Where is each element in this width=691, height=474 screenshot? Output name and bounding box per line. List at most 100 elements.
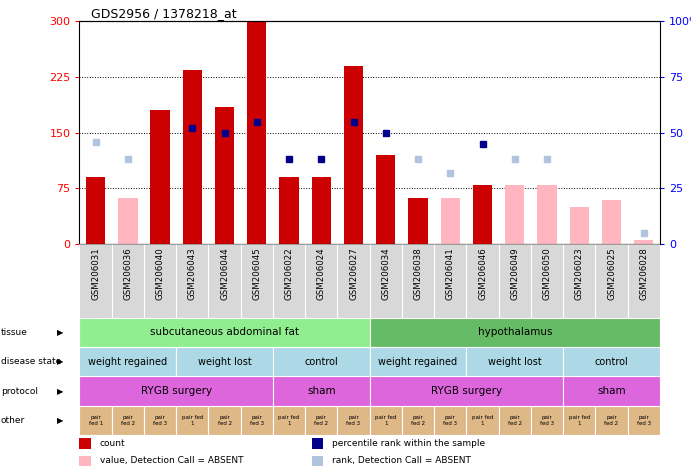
Text: pair
fed 3: pair fed 3 [443,415,457,426]
Text: pair
fed 1: pair fed 1 [88,415,103,426]
Bar [79,456,91,466]
Bar [209,406,240,435]
Bar [473,185,492,244]
Text: pair
fed 2: pair fed 2 [121,415,135,426]
Text: pair fed
1: pair fed 1 [375,415,397,426]
Bar [305,406,337,435]
Text: rank, Detection Call = ABSENT: rank, Detection Call = ABSENT [332,456,471,465]
Bar [563,347,660,376]
Bar [634,240,654,244]
Text: GSM206046: GSM206046 [478,247,487,300]
Text: pair fed
1: pair fed 1 [278,415,300,426]
Bar [596,406,627,435]
Text: pair fed
1: pair fed 1 [182,415,203,426]
Bar [408,198,428,244]
Text: pair
fed 2: pair fed 2 [605,415,618,426]
Bar [176,406,209,435]
Text: ▶: ▶ [57,328,64,337]
Text: pair
fed 2: pair fed 2 [508,415,522,426]
Text: GSM206044: GSM206044 [220,247,229,300]
Bar [273,347,370,376]
Text: GSM206040: GSM206040 [155,247,164,300]
Bar [370,376,563,406]
Text: GSM206045: GSM206045 [252,247,261,300]
Bar [337,406,370,435]
Text: weight regained: weight regained [379,356,457,367]
Bar [370,318,660,347]
Bar [434,406,466,435]
Text: percentile rank within the sample: percentile rank within the sample [332,439,485,447]
Bar [112,406,144,435]
Bar [312,177,331,244]
Text: ▶: ▶ [57,416,64,425]
Text: GSM206050: GSM206050 [542,247,551,300]
Text: GSM206028: GSM206028 [639,247,648,300]
Bar [151,110,170,244]
Bar [563,376,660,406]
Text: GSM206031: GSM206031 [91,247,100,300]
Bar [247,21,267,244]
Text: pair fed
1: pair fed 1 [569,415,590,426]
Text: control: control [595,356,628,367]
Text: weight lost: weight lost [488,356,542,367]
Text: RYGB surgery: RYGB surgery [141,386,211,396]
Bar [118,198,138,244]
Text: hypothalamus: hypothalamus [477,327,552,337]
Text: pair
fed 3: pair fed 3 [249,415,264,426]
Text: tissue: tissue [1,328,28,337]
Bar [569,207,589,244]
Bar [441,198,460,244]
Bar [312,456,323,466]
Text: GSM206049: GSM206049 [510,247,520,300]
Text: pair
fed 3: pair fed 3 [636,415,651,426]
Bar [538,185,557,244]
Bar [370,347,466,376]
Text: GSM206024: GSM206024 [316,247,326,300]
Bar [176,347,273,376]
Bar [215,107,234,244]
Text: sham: sham [307,386,336,396]
Text: pair
fed 3: pair fed 3 [346,415,361,426]
Text: count: count [100,439,125,447]
Bar [499,406,531,435]
Text: GSM206041: GSM206041 [446,247,455,300]
Text: GDS2956 / 1378218_at: GDS2956 / 1378218_at [91,7,237,20]
Bar [602,200,621,244]
Text: GSM206038: GSM206038 [413,247,423,300]
Bar [466,347,563,376]
Text: RYGB surgery: RYGB surgery [431,386,502,396]
Text: GSM206043: GSM206043 [188,247,197,300]
Text: GSM206023: GSM206023 [575,247,584,300]
Text: value, Detection Call = ABSENT: value, Detection Call = ABSENT [100,456,243,465]
Text: pair
fed 3: pair fed 3 [540,415,554,426]
Bar [144,406,176,435]
Bar [279,177,299,244]
Bar [531,406,563,435]
Bar [79,406,112,435]
Text: pair fed
1: pair fed 1 [472,415,493,426]
Text: GSM206025: GSM206025 [607,247,616,300]
Bar [344,66,363,244]
Text: other: other [1,416,25,425]
Bar [79,376,273,406]
Bar [79,438,91,448]
Bar [79,318,370,347]
Bar [79,347,176,376]
Text: protocol: protocol [1,387,38,395]
Text: weight lost: weight lost [198,356,252,367]
Text: pair
fed 2: pair fed 2 [314,415,328,426]
Text: GSM206034: GSM206034 [381,247,390,300]
Bar [182,70,202,244]
Text: ▶: ▶ [57,357,64,366]
Bar [240,406,273,435]
Text: GSM206036: GSM206036 [123,247,133,300]
Bar [86,177,105,244]
Text: weight regained: weight regained [88,356,167,367]
Text: sham: sham [597,386,626,396]
Text: ▶: ▶ [57,387,64,395]
Text: subcutaneous abdominal fat: subcutaneous abdominal fat [150,327,299,337]
Text: GSM206027: GSM206027 [349,247,358,300]
Bar [376,155,395,244]
Text: GSM206022: GSM206022 [285,247,294,300]
Bar [402,406,434,435]
